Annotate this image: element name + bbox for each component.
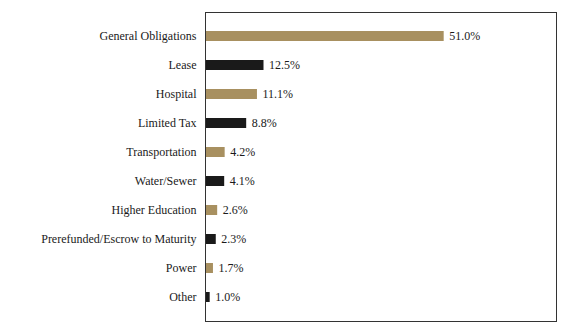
svg-text:12.5%: 12.5% <box>269 58 300 72</box>
svg-text:Water/Sewer: Water/Sewer <box>135 174 197 188</box>
svg-text:1.7%: 1.7% <box>218 261 243 275</box>
svg-text:51.0%: 51.0% <box>449 29 480 43</box>
svg-text:Hospital: Hospital <box>156 87 197 101</box>
svg-text:General Obligations: General Obligations <box>100 29 197 43</box>
svg-text:Lease: Lease <box>169 58 197 72</box>
svg-text:4.1%: 4.1% <box>230 174 255 188</box>
svg-text:8.8%: 8.8% <box>252 116 277 130</box>
svg-text:Power: Power <box>166 261 197 275</box>
svg-text:4.2%: 4.2% <box>230 145 255 159</box>
svg-text:1.0%: 1.0% <box>215 290 240 304</box>
svg-text:Transportation: Transportation <box>126 145 196 159</box>
svg-text:Prerefunded/Escrow to Maturity: Prerefunded/Escrow to Maturity <box>41 232 196 246</box>
svg-text:Limited Tax: Limited Tax <box>138 116 197 130</box>
svg-text:2.3%: 2.3% <box>221 232 246 246</box>
svg-text:Other: Other <box>169 290 196 304</box>
svg-text:2.6%: 2.6% <box>223 203 248 217</box>
svg-text:Higher Education: Higher Education <box>112 203 197 217</box>
svg-text:11.1%: 11.1% <box>262 87 293 101</box>
